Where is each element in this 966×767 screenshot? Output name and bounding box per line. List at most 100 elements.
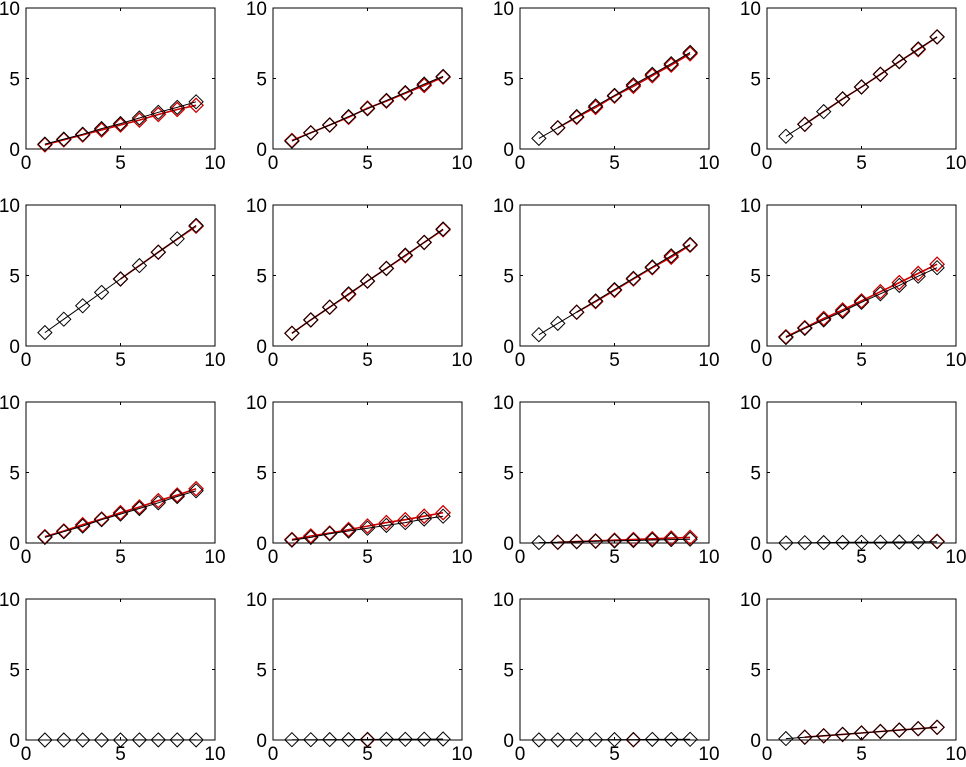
red-series-marker [872,283,889,300]
subplot-14: 0 5 10 0 5 10 [246,590,473,765]
black-series-marker [834,726,851,743]
red-series-line [557,53,691,129]
subplot-6: 0 5 10 0 5 10 [246,196,473,371]
x-tick-label: 5 [362,547,373,568]
black-series-marker [644,532,661,548]
y-tick-label: 0 [256,140,267,161]
black-series-marker [378,92,395,109]
red-series-marker [150,106,167,123]
black-series-marker [150,104,167,121]
black-series-marker [340,731,357,748]
black-series-line [538,51,691,139]
black-series-marker [587,98,604,114]
x-tick-label: 5 [609,350,620,371]
black-series-marker [416,76,432,92]
y-tick-label: 0 [256,731,267,752]
x-tick-label: 10 [451,547,472,568]
subplot-13: 0 5 10 0 5 10 [0,590,226,765]
red-series-marker [625,78,642,95]
black-series-marker [815,312,832,328]
black-series-marker [834,303,851,320]
y-tick-label: 5 [503,661,514,682]
black-series-marker [435,731,451,747]
black-series-marker [568,731,585,748]
x-tick-label: 5 [115,153,126,174]
red-series-line [576,244,691,313]
black-series-marker [188,94,204,110]
axes-box [272,7,463,150]
x-tick-label: 10 [698,350,719,371]
subplot-3: 0 5 10 0 5 10 [493,0,720,174]
y-tick-label: 5 [9,661,20,682]
x-tick-label: 0 [268,153,279,174]
subplot-16: 0 5 10 0 5 10 [740,590,966,765]
y-tick-label: 0 [9,140,20,161]
black-series-marker [663,531,679,548]
y-tick-label: 5 [9,464,20,485]
x-tick-label: 10 [698,153,719,174]
black-series-marker [929,719,945,736]
black-series-marker [891,722,908,738]
x-tick-label: 0 [21,744,32,765]
black-series-marker [416,731,432,747]
axes-box [25,401,216,544]
y-tick-label: 0 [9,534,20,555]
red-series-marker [150,492,167,509]
red-series-line [44,487,197,538]
black-series-marker [929,533,945,550]
red-series-marker [834,302,851,318]
subplot-8: 0 5 10 0 5 10 [740,196,966,371]
black-series-marker [568,533,585,550]
black-series-marker [340,286,357,302]
y-tick-label: 5 [750,464,761,485]
x-tick-label: 10 [451,744,472,765]
black-series-marker [37,529,53,546]
black-series-marker [321,117,338,133]
y-tick-label: 5 [256,70,267,91]
red-series-marker [416,77,433,94]
subplot-1: 0 5 10 0 5 10 [0,0,226,174]
red-series-line [785,263,938,338]
red-series-marker [663,249,680,266]
black-series-line [44,224,197,334]
black-series-marker [778,730,794,747]
black-series-marker [56,523,72,540]
x-tick-label: 10 [945,350,966,371]
red-series-marker [340,521,357,538]
axes-box [766,7,957,150]
red-series-marker [302,528,319,544]
black-series-marker [872,534,889,550]
red-series-marker [416,508,433,525]
black-series-marker [169,231,185,247]
black-series-marker [815,103,832,120]
axes-box [25,204,216,347]
x-tick-label: 0 [515,547,526,568]
subplot-9: 0 5 10 0 5 10 [0,393,226,568]
black-series-marker [778,535,794,551]
x-tick-label: 5 [362,153,373,174]
black-series-marker [93,511,110,528]
black-series-marker [797,116,813,133]
y-tick-label: 5 [256,661,267,682]
red-series-marker [169,101,186,118]
x-tick-label: 10 [204,153,225,174]
red-series-marker [131,112,148,129]
black-series-marker [56,732,72,748]
y-tick-label: 0 [750,337,761,358]
black-series-line [785,726,938,740]
x-tick-label: 0 [268,547,279,568]
y-tick-label: 10 [493,196,514,217]
x-tick-label: 0 [515,744,526,765]
y-tick-label: 0 [750,534,761,555]
y-tick-label: 0 [9,731,20,752]
black-series-marker [587,533,604,550]
black-series-marker [74,298,91,314]
black-series-marker [150,495,167,511]
axes-box [519,401,710,544]
y-tick-label: 10 [246,590,267,611]
subplot-10: 0 5 10 0 5 10 [246,393,473,568]
x-tick-label: 5 [115,744,126,765]
black-series-marker [853,534,870,551]
black-series-marker [625,731,642,748]
black-series-marker [303,731,319,748]
